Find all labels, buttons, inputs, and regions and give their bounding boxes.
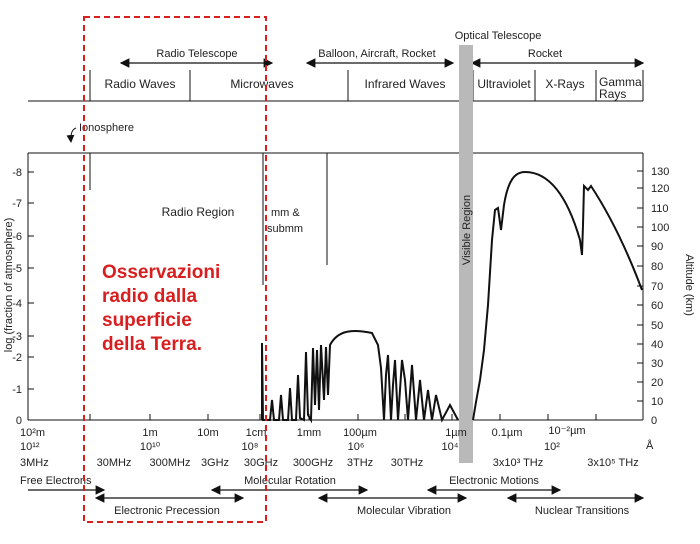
overlay-text-line-1: Osservazioni [102, 262, 220, 283]
radio-telescope-label: Radio Telescope [156, 48, 237, 60]
visible-band [459, 45, 473, 463]
x-wavelength-100um: 100µm [343, 427, 377, 439]
y-left-tick-0: 0 [16, 415, 22, 427]
x-wavelength-angstrom: Å [646, 439, 654, 452]
x-freq-3thz: 3THz [347, 457, 373, 469]
y-right-tick-100: 100 [651, 222, 669, 234]
y-left-tick-4: -4 [12, 298, 22, 310]
x-freq-30thz: 30THz [391, 457, 423, 469]
y-left-tick-7: -7 [12, 198, 22, 210]
band-gamma: Gamma [599, 75, 642, 89]
radio-region-label: Radio Region [162, 205, 235, 219]
overlay-dashed-box [83, 16, 267, 523]
band-radio-waves: Radio Waves [105, 77, 176, 91]
y-right-tick-80: 80 [651, 261, 663, 273]
x-wavelength-1um: 1µm [445, 427, 467, 439]
x-freq-30mhz: 30MHz [97, 457, 132, 469]
x-freq-3ghz: 3GHz [201, 457, 229, 469]
optical-telescope-label: Optical Telescope [455, 30, 542, 42]
x-freq-300ghz: 300GHz [293, 457, 333, 469]
process-electronic-precession-label: Electronic Precession [114, 505, 220, 517]
y-left-axis-label: log (fraction of atmosphere) [3, 218, 15, 353]
y-right-tick-120: 120 [651, 183, 669, 195]
visible-region-label: Visible Region [461, 195, 473, 265]
y-right-axis-label: Altitude (km) [683, 254, 695, 316]
x-wavelength-1e2m: 10²m [20, 427, 45, 439]
x-wavelength-1e-2um: 10⁻²µm [548, 425, 585, 437]
x-freq-3mhz: 3MHz [20, 457, 49, 469]
mm-label-1: mm & [271, 207, 300, 219]
x-ticks [27, 414, 597, 420]
y-right-tick-0: 0 [651, 415, 657, 427]
y-left-tick-3: -3 [12, 331, 22, 343]
band-infrared: Infrared Waves [365, 77, 446, 91]
process-free-electrons-label: Free Electrons [20, 475, 92, 487]
y-right-tick-70: 70 [651, 281, 663, 293]
x-power-1e2: 10² [544, 441, 560, 453]
y-right-tick-60: 60 [651, 300, 663, 312]
left-ticks [28, 171, 34, 390]
process-molecular-rotation-label: Molecular Rotation [244, 475, 336, 487]
y-right-tick-130: 130 [651, 166, 669, 178]
x-wavelength-1cm: 1cm [246, 427, 267, 439]
band-ultraviolet: Ultraviolet [477, 77, 531, 91]
ionosphere-label: Ionosphere [79, 122, 134, 134]
overlay-text-line-3: superficie [102, 310, 192, 331]
right-ticks [637, 170, 643, 402]
balloon-label: Balloon, Aircraft, Rocket [318, 48, 435, 60]
x-power-1e4: 10⁴ [442, 441, 459, 453]
rocket-label: Rocket [528, 48, 562, 60]
x-wavelength-1mm: 1mm [297, 427, 321, 439]
y-right-tick-40: 40 [651, 339, 663, 351]
x-freq-3e3thz: 3x10³ THz [493, 457, 544, 469]
y-right-tick-30: 30 [651, 358, 663, 370]
x-wavelength-1m: 1m [142, 427, 157, 439]
y-right-tick-110: 110 [651, 203, 669, 215]
overlay-text-line-4: della Terra. [102, 334, 202, 355]
y-left-tick-1: -1 [12, 384, 22, 396]
y-right-tick-20: 20 [651, 377, 663, 389]
x-wavelength-10m: 10m [197, 427, 218, 439]
ionosphere-arrow [66, 127, 77, 143]
band-gamma-rays: Rays [599, 87, 626, 101]
x-freq-300mhz: 300MHz [150, 457, 191, 469]
band-x-rays: X-Rays [545, 77, 584, 91]
process-nuclear-transitions-label: Nuclear Transitions [535, 505, 630, 517]
x-power-1e10: 10¹⁰ [140, 441, 161, 453]
process-molecular-vibration-label: Molecular Vibration [357, 505, 451, 517]
x-freq-3e5thz: 3x10⁵ THz [587, 457, 638, 469]
mm-label-2: submm [267, 223, 303, 235]
x-freq-30ghz: 30GHz [244, 457, 278, 469]
overlay-text-line-2: radio dalla [102, 286, 197, 307]
process-electronic-motions-label: Electronic Motions [449, 475, 539, 487]
y-left-tick-5: -5 [12, 263, 22, 275]
y-left-tick-6: -6 [12, 231, 22, 243]
y-right-tick-10: 10 [651, 396, 663, 408]
y-left-tick-2: -2 [12, 352, 22, 364]
absorption-curve-uv [472, 170, 643, 421]
x-power-1e12: 10¹² [20, 441, 40, 453]
x-wavelength-01um: 0.1µm [492, 427, 523, 439]
x-power-1e6: 10⁶ [348, 441, 365, 453]
y-right-tick-50: 50 [651, 320, 663, 332]
y-right-tick-90: 90 [651, 241, 663, 253]
absorption-curve-radio [261, 330, 459, 424]
band-microwaves: Microwaves [230, 77, 293, 91]
x-power-1e8: 10⁸ [242, 441, 259, 453]
y-left-tick-8: -8 [12, 167, 22, 179]
